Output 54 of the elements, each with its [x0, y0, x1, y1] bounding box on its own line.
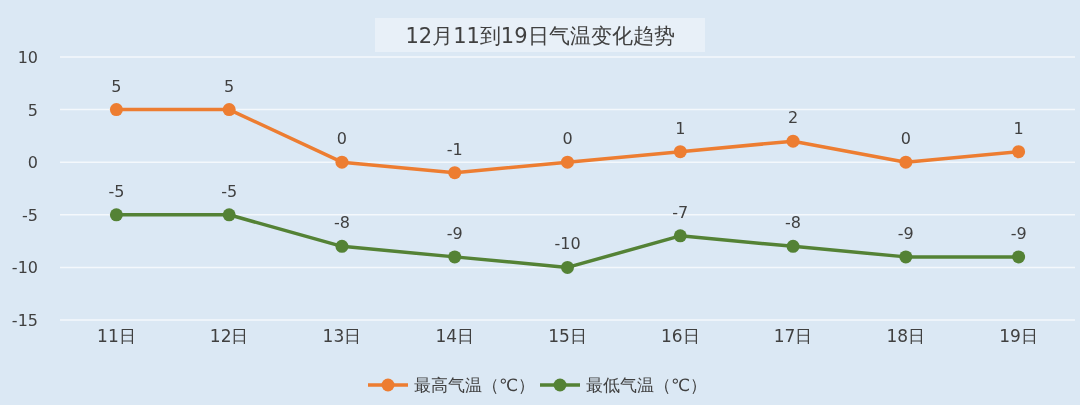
point: [448, 250, 462, 264]
data-label: -8: [333, 213, 350, 233]
data-label: -1: [446, 139, 463, 159]
data-label: -7: [672, 202, 689, 222]
data-label: 1: [675, 118, 686, 138]
point: [335, 239, 349, 253]
point: [786, 134, 800, 148]
point: [673, 229, 687, 243]
point: [899, 155, 913, 169]
point: [786, 239, 800, 253]
point: [1012, 145, 1026, 159]
point: [222, 208, 236, 222]
legend-label: 最低气温（℃）: [586, 375, 708, 395]
data-label: -9: [1010, 223, 1027, 243]
x-tick-label: 11日: [97, 326, 136, 346]
y-tick-label: -5: [22, 205, 38, 225]
x-tick-label: 15日: [548, 326, 587, 346]
point: [222, 103, 236, 117]
point: [1012, 250, 1026, 264]
y-tick-label: -15: [11, 311, 38, 330]
data-label: -9: [897, 223, 914, 243]
x-tick-label: 12日: [209, 326, 249, 346]
point: [673, 145, 687, 159]
data-label: -8: [785, 213, 802, 233]
x-tick-label: 16日: [660, 326, 700, 346]
data-label: -10: [554, 234, 581, 254]
x-tick-label: 13日: [322, 326, 362, 346]
y-tick-label: 0: [27, 153, 38, 173]
data-label: 0: [562, 129, 573, 149]
data-label: -9: [446, 223, 463, 243]
x-tick-label: 18日: [886, 326, 926, 346]
data-label: 5: [224, 76, 235, 96]
data-label: 5: [111, 76, 122, 96]
y-tick-label: -10: [11, 258, 38, 278]
data-label: 2: [787, 108, 799, 128]
point: [561, 155, 574, 169]
point: [335, 155, 349, 169]
x-tick-label: 17日: [773, 326, 813, 346]
data-label: 1: [1013, 118, 1024, 138]
point: [561, 260, 574, 274]
data-label: -5: [108, 181, 125, 201]
point: [448, 166, 462, 180]
y-tick-label: 10: [17, 48, 38, 67]
legend-label: 最高气温（℃）: [414, 375, 536, 395]
point: [109, 103, 123, 117]
chart-title: 12月11到19日气温变化趋势: [405, 24, 675, 48]
data-label: 0: [336, 129, 348, 149]
x-tick-label: 19日: [999, 326, 1038, 346]
data-label: 0: [900, 129, 911, 149]
y-tick-label: 5: [27, 100, 38, 120]
data-label: -5: [221, 181, 238, 201]
point: [109, 208, 123, 222]
x-tick-label: 14日: [435, 326, 475, 346]
point: [899, 250, 913, 264]
